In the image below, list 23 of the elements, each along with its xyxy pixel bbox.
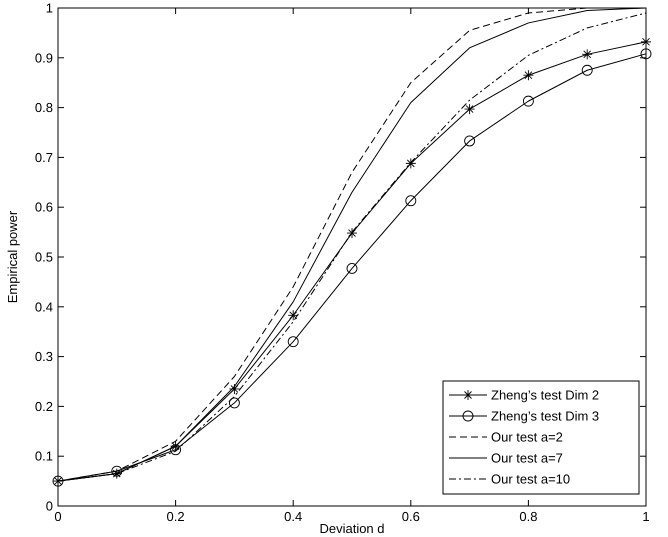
legend-label: Our test a=2 xyxy=(491,430,563,444)
y-tick-label: 0.9 xyxy=(34,50,53,66)
y-tick-label: 0.7 xyxy=(34,150,53,165)
x-axis-title: Deviation d xyxy=(319,521,385,536)
x-tick-label: 1 xyxy=(642,509,650,524)
y-tick-label: 0.2 xyxy=(34,398,53,414)
y-tick-label: 0 xyxy=(46,498,53,514)
legend-label: Zheng’s test Dim 2 xyxy=(491,388,600,402)
y-tick-label: 1 xyxy=(46,0,53,16)
y-axis-title: Empirical power xyxy=(5,210,20,304)
y-tick-label: 0.5 xyxy=(34,250,53,264)
legend-label: Zheng’s test Dim 3 xyxy=(491,408,600,424)
x-tick-label: 0.2 xyxy=(166,509,185,524)
y-tick-label: 0.3 xyxy=(34,349,53,364)
legend-label: Our test a=10 xyxy=(491,472,570,486)
legend-label: Our test a=7 xyxy=(491,450,563,466)
x-tick-label: 0.6 xyxy=(402,509,420,524)
y-tick-label: 0.8 xyxy=(34,100,53,116)
x-tick-label: 0.4 xyxy=(284,509,302,524)
y-tick-label: 0.6 xyxy=(34,200,53,215)
x-tick-label: 0.8 xyxy=(519,509,538,524)
y-tick-label: 0.1 xyxy=(34,448,53,464)
y-tick-label: 0.4 xyxy=(34,299,53,314)
